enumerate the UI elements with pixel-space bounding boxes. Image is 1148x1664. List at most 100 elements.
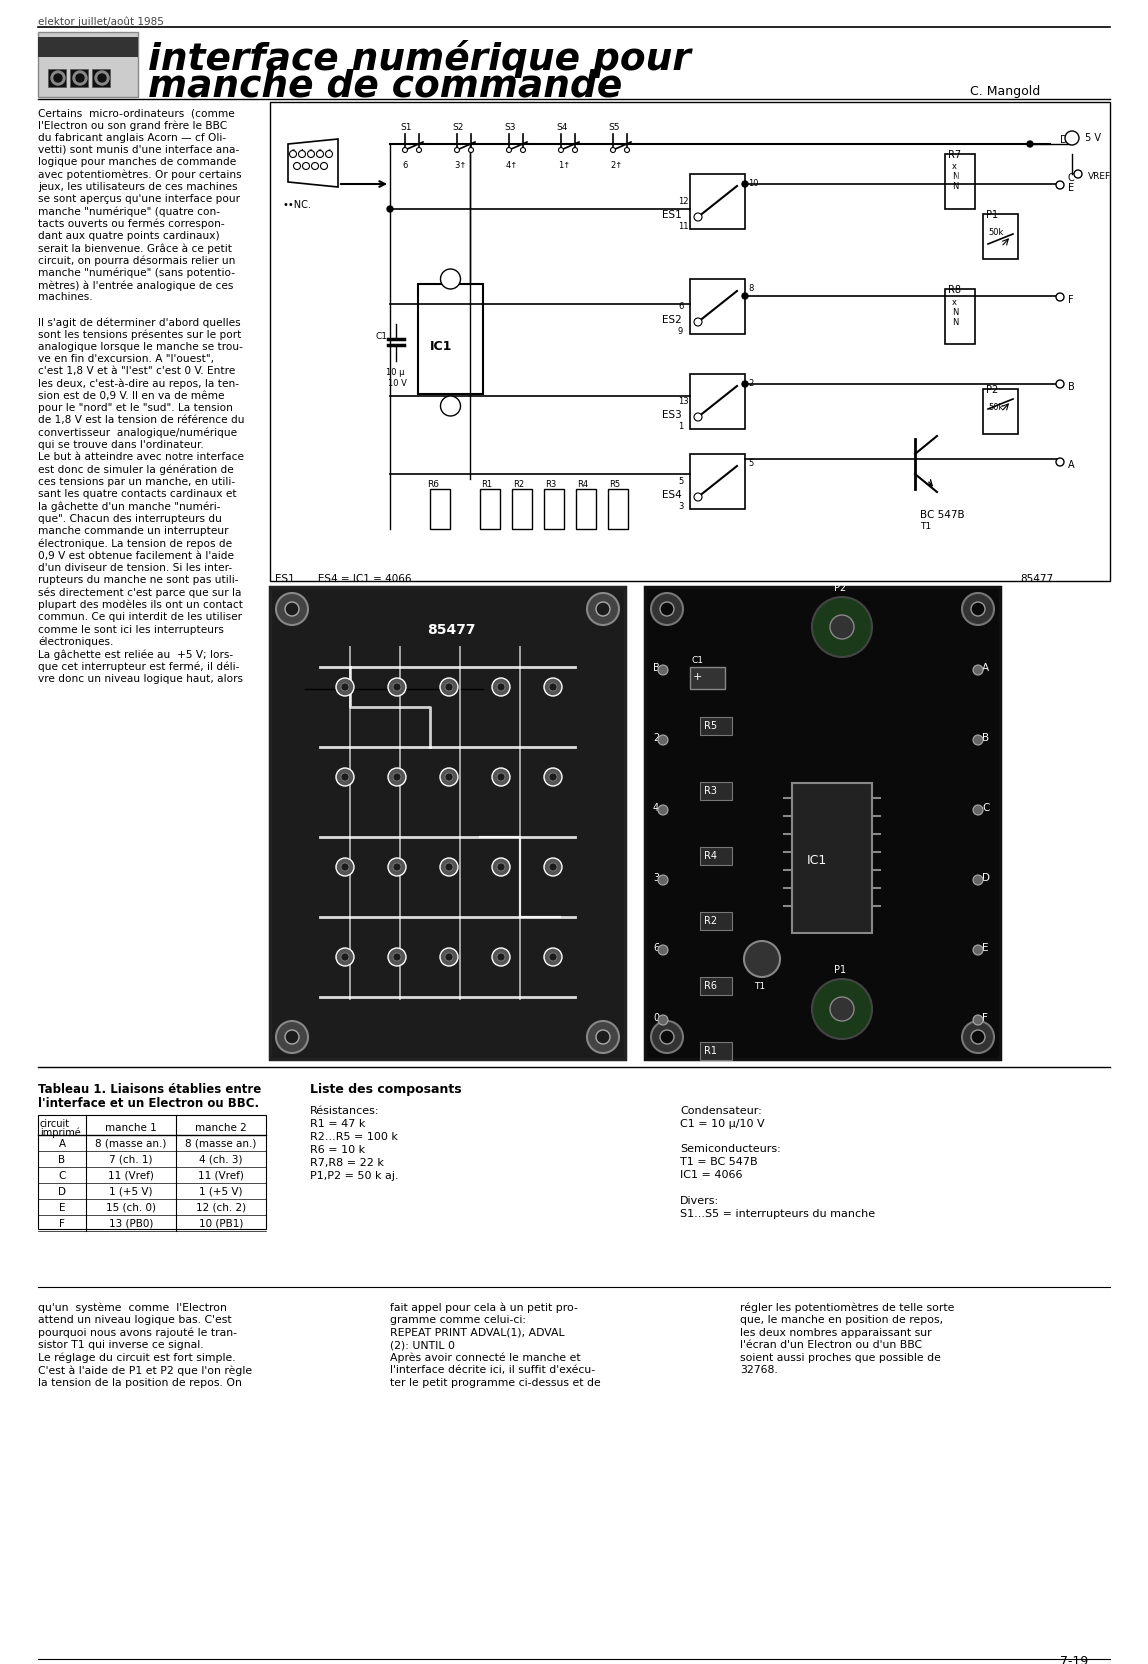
Circle shape	[341, 953, 349, 962]
Text: 50k: 50k	[988, 228, 1003, 236]
Text: R2: R2	[513, 479, 525, 489]
Text: sés directement c'est parce que sur la: sés directement c'est parce que sur la	[38, 587, 241, 597]
Circle shape	[417, 148, 421, 153]
Text: la tension de la position de repos. On: la tension de la position de repos. On	[38, 1378, 242, 1388]
Circle shape	[497, 864, 505, 872]
Circle shape	[695, 494, 701, 503]
Text: N: N	[952, 318, 959, 326]
Text: soient aussi proches que possible de: soient aussi proches que possible de	[740, 1353, 941, 1363]
Circle shape	[388, 679, 406, 697]
Text: rupteurs du manche ne sont pas utili-: rupteurs du manche ne sont pas utili-	[38, 576, 239, 586]
Text: 1↑: 1↑	[558, 161, 571, 170]
Circle shape	[387, 206, 393, 213]
Text: R5: R5	[608, 479, 620, 489]
Text: S4: S4	[556, 123, 567, 131]
Text: vre donc un niveau logique haut, alors: vre donc un niveau logique haut, alors	[38, 674, 243, 684]
Bar	[544, 489, 564, 529]
Text: Liste des composants: Liste des composants	[310, 1082, 461, 1095]
Text: F: F	[1068, 295, 1073, 305]
Text: pourquoi nous avons rajouté le tran-: pourquoi nous avons rajouté le tran-	[38, 1328, 236, 1338]
Circle shape	[320, 163, 327, 170]
Text: 4↑: 4↑	[506, 161, 518, 170]
Bar	[92, 70, 110, 88]
Text: d'un diviseur de tension. Si les inter-: d'un diviseur de tension. Si les inter-	[38, 562, 232, 572]
Text: 11 (Vref): 11 (Vref)	[199, 1170, 243, 1180]
Circle shape	[549, 684, 557, 692]
Text: sant les quatre contacts cardinaux et: sant les quatre contacts cardinaux et	[38, 489, 236, 499]
Circle shape	[54, 75, 62, 83]
Text: S1: S1	[400, 123, 411, 131]
Circle shape	[651, 1022, 683, 1053]
Text: A: A	[982, 662, 990, 672]
Text: les deux, c'est-à-dire au repos, la ten-: les deux, c'est-à-dire au repos, la ten-	[38, 378, 239, 389]
Text: 4: 4	[301, 153, 303, 158]
Text: que". Chacun des interrupteurs du: que". Chacun des interrupteurs du	[38, 514, 222, 524]
Circle shape	[289, 151, 296, 158]
Circle shape	[393, 774, 401, 782]
Circle shape	[544, 948, 563, 967]
Circle shape	[742, 381, 748, 388]
Text: Condensateur:: Condensateur:	[680, 1105, 762, 1115]
Text: machines.: machines.	[38, 293, 93, 303]
Text: que, le manche en position de repos,: que, le manche en position de repos,	[740, 1315, 944, 1325]
Circle shape	[596, 1030, 610, 1045]
Text: vetti) sont munis d'une interface ana-: vetti) sont munis d'une interface ana-	[38, 145, 239, 155]
Circle shape	[336, 679, 354, 697]
Text: E: E	[59, 1203, 65, 1213]
Circle shape	[695, 215, 701, 221]
Bar	[512, 489, 532, 529]
Bar	[645, 587, 1000, 1060]
Circle shape	[455, 148, 459, 153]
Circle shape	[658, 666, 668, 676]
Text: 12: 12	[678, 196, 689, 206]
Text: 0: 0	[653, 1012, 659, 1022]
Circle shape	[317, 151, 324, 158]
Text: circuit: circuit	[40, 1118, 70, 1128]
Circle shape	[812, 980, 872, 1040]
Circle shape	[326, 151, 333, 158]
Circle shape	[506, 148, 512, 153]
Text: 10 V: 10 V	[388, 379, 406, 388]
Text: P2: P2	[833, 582, 846, 592]
Circle shape	[660, 602, 674, 617]
Bar	[48, 70, 65, 88]
Circle shape	[73, 72, 87, 87]
Circle shape	[76, 75, 84, 83]
Text: ES1 . . . ES4 = IC1 = 4066: ES1 . . . ES4 = IC1 = 4066	[276, 574, 411, 584]
Text: B: B	[59, 1155, 65, 1165]
Text: B: B	[1068, 381, 1075, 391]
Text: attend un niveau logique bas. C'est: attend un niveau logique bas. C'est	[38, 1315, 232, 1325]
Bar	[945, 155, 975, 210]
Text: manche de commande: manche de commande	[148, 68, 622, 103]
Text: R6 = 10 k: R6 = 10 k	[310, 1145, 365, 1155]
Circle shape	[544, 859, 563, 877]
Bar	[792, 784, 872, 934]
Circle shape	[1056, 381, 1064, 389]
Text: S2: S2	[452, 123, 464, 131]
Text: D: D	[982, 872, 990, 882]
Circle shape	[1065, 131, 1079, 146]
Text: N: N	[952, 181, 959, 191]
Text: REPEAT PRINT ADVAL(1), ADVAL: REPEAT PRINT ADVAL(1), ADVAL	[390, 1328, 565, 1338]
Bar	[608, 489, 628, 529]
Circle shape	[660, 1030, 674, 1045]
Text: Après avoir connecté le manche et: Après avoir connecté le manche et	[390, 1353, 581, 1363]
Circle shape	[974, 666, 983, 676]
Text: BC 547B: BC 547B	[920, 509, 964, 519]
Text: interface numérique pour: interface numérique pour	[148, 40, 691, 78]
Circle shape	[971, 602, 985, 617]
Circle shape	[393, 684, 401, 692]
Bar	[690, 454, 745, 509]
Text: 9: 9	[678, 326, 683, 336]
Circle shape	[625, 148, 629, 153]
Text: 6: 6	[653, 942, 659, 952]
Circle shape	[742, 181, 748, 188]
Circle shape	[651, 594, 683, 626]
Bar	[690, 667, 726, 689]
Circle shape	[573, 148, 577, 153]
Circle shape	[285, 1030, 298, 1045]
Text: 4 (ch. 3): 4 (ch. 3)	[200, 1155, 242, 1165]
Text: N: N	[952, 308, 959, 316]
Text: que cet interrupteur est fermé, il déli-: que cet interrupteur est fermé, il déli-	[38, 661, 240, 672]
Text: IC1: IC1	[430, 339, 452, 353]
